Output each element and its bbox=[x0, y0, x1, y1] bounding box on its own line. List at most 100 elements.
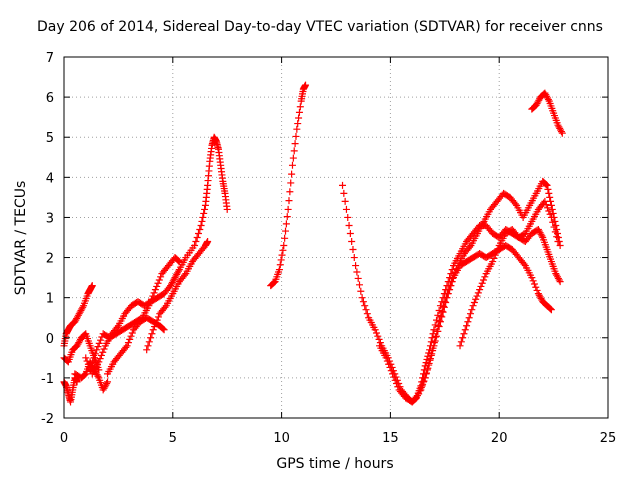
data-point bbox=[436, 302, 444, 310]
y-tick-label: 3 bbox=[46, 211, 54, 226]
data-point bbox=[192, 238, 200, 246]
data-point bbox=[417, 386, 425, 394]
data-point bbox=[383, 357, 391, 365]
data-point bbox=[358, 294, 366, 302]
data-point bbox=[463, 322, 471, 330]
data-point bbox=[95, 339, 103, 347]
data-point bbox=[293, 125, 301, 133]
data-point bbox=[474, 289, 482, 297]
data-point bbox=[82, 354, 90, 362]
data-point bbox=[288, 170, 296, 178]
data-point bbox=[94, 343, 102, 351]
data-point bbox=[546, 210, 554, 218]
data-point bbox=[413, 392, 421, 400]
data-point bbox=[154, 279, 162, 287]
data-point bbox=[161, 303, 169, 311]
x-axis-label: GPS time / hours bbox=[276, 456, 394, 472]
data-point bbox=[149, 292, 157, 300]
data-point bbox=[440, 303, 448, 311]
y-tick-label: 1 bbox=[46, 292, 54, 307]
data-point bbox=[374, 332, 382, 340]
data-point bbox=[532, 283, 540, 291]
data-point bbox=[349, 246, 357, 254]
data-point bbox=[174, 257, 182, 265]
data-point bbox=[86, 366, 94, 374]
data-point bbox=[444, 290, 452, 298]
data-point bbox=[419, 378, 427, 386]
y-tick-label: 5 bbox=[46, 131, 54, 146]
data-point bbox=[468, 306, 476, 314]
data-point bbox=[434, 311, 442, 319]
data-point bbox=[100, 345, 108, 353]
data-point bbox=[157, 273, 165, 281]
data-point bbox=[341, 197, 349, 205]
data-point bbox=[447, 282, 455, 290]
data-point bbox=[289, 154, 297, 162]
data-point bbox=[548, 205, 556, 213]
data-point bbox=[460, 330, 468, 338]
data-point bbox=[145, 338, 153, 346]
data-point bbox=[285, 197, 293, 205]
data-point bbox=[353, 268, 361, 276]
x-tick-label: 0 bbox=[60, 431, 68, 446]
data-point bbox=[423, 366, 431, 374]
data-point bbox=[340, 189, 348, 197]
data-point bbox=[99, 348, 107, 356]
data-point bbox=[344, 213, 352, 221]
data-point bbox=[423, 355, 431, 363]
data-point bbox=[557, 128, 565, 136]
data-point bbox=[175, 258, 183, 266]
data-point bbox=[284, 205, 292, 213]
data-point bbox=[435, 307, 443, 315]
data-point bbox=[545, 207, 553, 215]
data-point bbox=[415, 390, 423, 398]
data-point bbox=[346, 229, 354, 237]
data-point bbox=[361, 302, 369, 310]
data-point bbox=[79, 303, 87, 311]
data-point bbox=[427, 338, 435, 346]
data-point bbox=[431, 321, 439, 329]
y-tick-label: 2 bbox=[46, 252, 54, 267]
data-point bbox=[491, 251, 499, 259]
y-tick-label: 4 bbox=[46, 171, 54, 186]
data-point bbox=[174, 267, 182, 275]
data-point bbox=[357, 287, 365, 295]
series-track-e bbox=[82, 133, 231, 378]
data-point bbox=[342, 205, 350, 213]
axis-ticks: 0 5 10 15 20 25 -2 -1 0 1 2 3 4 5 6 7 bbox=[41, 51, 616, 446]
data-point bbox=[549, 218, 557, 226]
data-point bbox=[394, 383, 402, 391]
data-point bbox=[542, 181, 550, 189]
data-point bbox=[84, 360, 92, 368]
data-point bbox=[541, 197, 549, 205]
data-point bbox=[439, 308, 447, 316]
data-point bbox=[429, 347, 437, 355]
data-point bbox=[434, 327, 442, 335]
data-point bbox=[200, 209, 208, 217]
data-point bbox=[443, 294, 451, 302]
data-point bbox=[456, 342, 464, 350]
data-point bbox=[278, 251, 286, 259]
data-point bbox=[198, 217, 206, 225]
data-point bbox=[493, 248, 501, 256]
data-point bbox=[90, 354, 98, 362]
data-point bbox=[542, 201, 550, 209]
data-point bbox=[348, 238, 356, 246]
data-point bbox=[466, 243, 474, 251]
data-point bbox=[196, 225, 204, 233]
data-point bbox=[556, 242, 564, 250]
data-point bbox=[546, 193, 554, 201]
data-point bbox=[418, 382, 426, 390]
data-point bbox=[544, 96, 552, 104]
data-point bbox=[282, 220, 290, 228]
data-point bbox=[147, 295, 155, 303]
data-point bbox=[339, 181, 347, 189]
data-point bbox=[287, 179, 295, 187]
data-point bbox=[151, 286, 159, 294]
data-point bbox=[425, 361, 433, 369]
data-point bbox=[544, 185, 552, 193]
data-point bbox=[477, 282, 485, 290]
data-point bbox=[97, 336, 105, 344]
data-point bbox=[153, 282, 161, 290]
